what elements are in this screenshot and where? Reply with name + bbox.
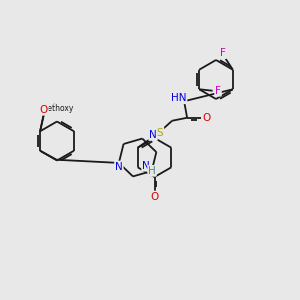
Text: O: O: [202, 113, 210, 123]
Text: N: N: [142, 161, 150, 171]
Text: HN: HN: [171, 93, 187, 103]
Text: F: F: [220, 48, 226, 58]
Text: N: N: [149, 130, 157, 140]
Text: O: O: [150, 191, 159, 202]
Text: F: F: [215, 86, 221, 96]
Text: H: H: [148, 166, 156, 176]
Text: O: O: [40, 105, 48, 115]
Text: methoxy: methoxy: [40, 104, 74, 113]
Text: N: N: [115, 161, 123, 172]
Text: S: S: [157, 128, 164, 138]
Text: O: O: [41, 104, 49, 114]
